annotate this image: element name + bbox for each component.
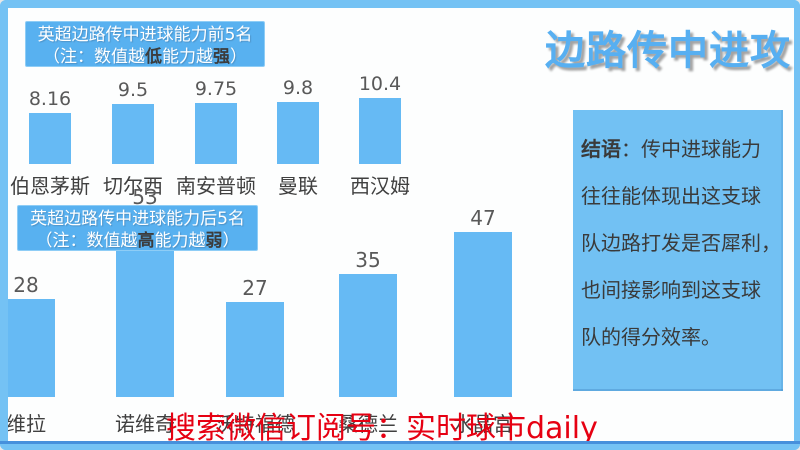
bar <box>454 232 512 397</box>
frame-left-border <box>0 0 8 450</box>
bar <box>112 104 154 164</box>
bar-value: 35 <box>355 248 381 272</box>
conclusion-line: 结语：传中进球能力 <box>581 137 761 161</box>
frame-bottom-accent-line <box>0 441 800 444</box>
bar <box>277 102 319 164</box>
bar <box>29 113 71 164</box>
team-label: 桑德兰 <box>338 412 398 436</box>
bar <box>195 103 237 164</box>
team-label: 诺维奇 <box>115 412 175 436</box>
team-label: 沃特福德 <box>215 412 295 436</box>
conclusion-box: 结语：传中进球能力 往往能体现出这支球 队边路打发是否犀利， 也间接影响到这支球… <box>573 110 783 391</box>
conclusion-label: 结语 <box>581 137 621 161</box>
bar <box>0 299 55 397</box>
top-chart-title: 英超边路传中进球能力前5名 <box>37 25 253 45</box>
bar-value: 53 <box>132 185 158 209</box>
team-label: 伯恩茅斯 <box>10 174 90 198</box>
note-emphasis-low: 低 <box>145 47 162 67</box>
bar-value: 47 <box>470 206 496 230</box>
bar-value: 28 <box>13 273 39 297</box>
top-chart-caption-box: 英超边路传中进球能力前5名 （注：数值越低能力越强） <box>25 21 265 67</box>
bar <box>226 302 284 397</box>
note-emphasis-weak: 弱 <box>205 231 223 251</box>
bar <box>339 274 397 397</box>
frame-right-border <box>794 0 800 450</box>
wechat-footer-note: 搜索微信订阅号：实时球市daily <box>166 411 598 446</box>
team-label: 曼联 <box>278 174 318 198</box>
bar-value: 27 <box>242 276 268 300</box>
bottom-chart-title: 英超边路传中进球能力后5名 <box>30 209 245 229</box>
frame-top-border <box>0 0 800 8</box>
note-emphasis-strong: 强 <box>213 47 230 67</box>
frame-bottom-border <box>0 444 800 450</box>
bar <box>359 98 401 164</box>
note-emphasis-high: 高 <box>137 231 155 251</box>
top-chart-note: （注：数值越低能力越强） <box>43 47 247 67</box>
team-label: 水晶宫 <box>453 412 513 436</box>
page-title: 边路传中进攻 <box>545 28 791 74</box>
team-label: 南安普顿 <box>176 174 256 198</box>
bar-value: 9.5 <box>117 79 149 101</box>
conclusion-line: 往往能体现出这支球 <box>581 184 761 208</box>
bar-value: 9.75 <box>194 78 238 100</box>
team-label: 切尔西 <box>103 174 163 198</box>
bottom-chart-note: （注：数值越高能力越弱） <box>35 231 240 251</box>
conclusion-line: 也间接影响到这支球 <box>581 278 761 302</box>
bar-value: 9.8 <box>282 77 314 99</box>
bottom-chart-caption-box: 英超边路传中进球能力后5名 （注：数值越高能力越弱） <box>17 205 258 251</box>
conclusion-line: 队边路打发是否犀利， <box>581 231 781 255</box>
team-label: 维拉 <box>6 412 46 436</box>
conclusion-line: 队的得分效率。 <box>581 325 721 349</box>
bar-value: 10.4 <box>358 73 402 95</box>
bar-value: 8.16 <box>28 88 72 110</box>
team-label: 西汉姆 <box>350 174 410 198</box>
